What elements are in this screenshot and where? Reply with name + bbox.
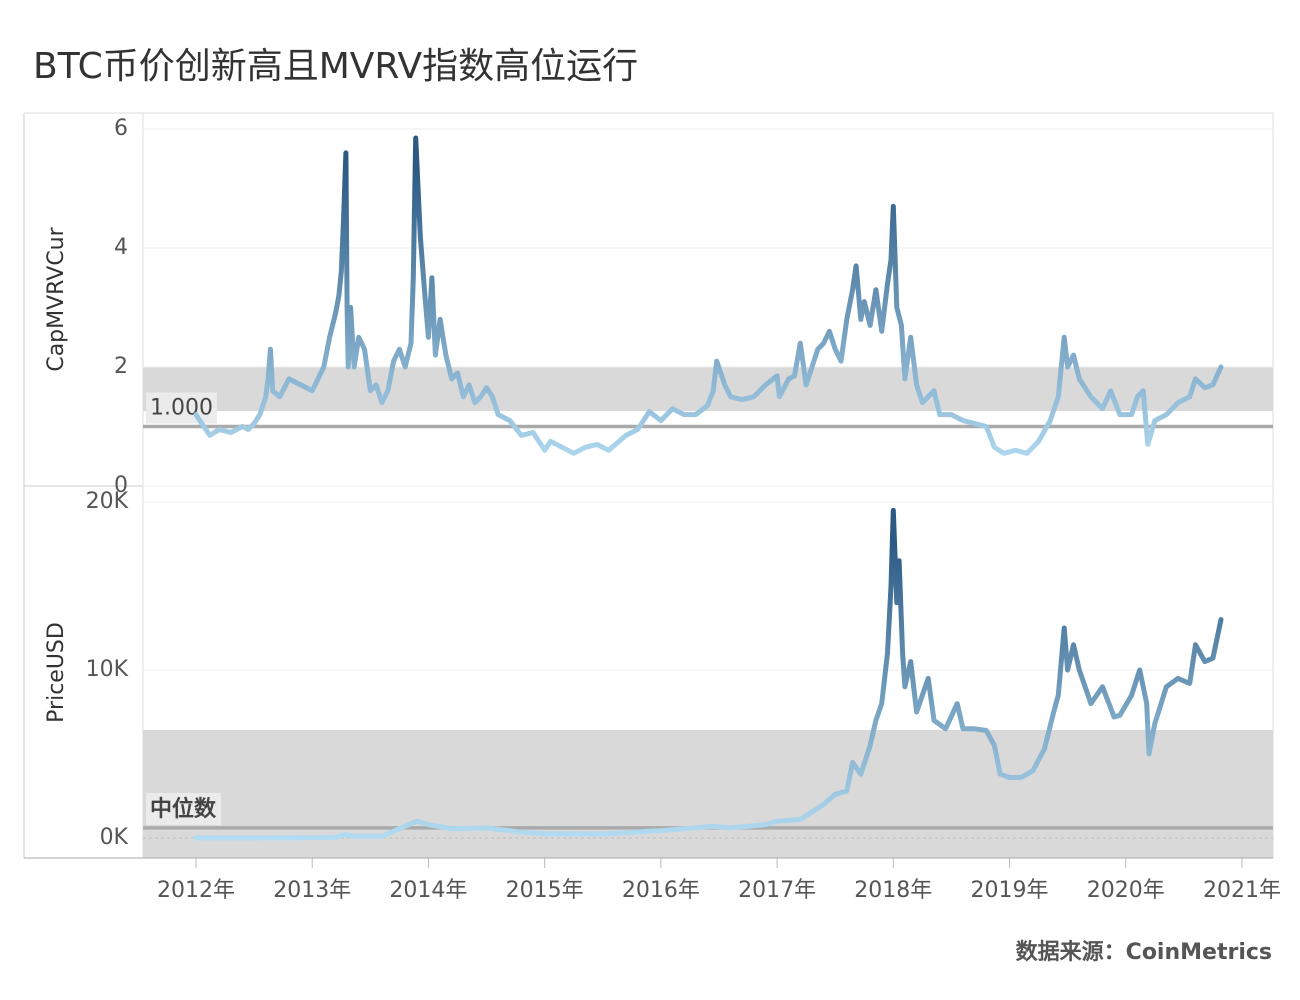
y-tick-label: 6 bbox=[114, 116, 128, 141]
x-tick-label: 2014年 bbox=[389, 878, 467, 903]
y-tick-label: 4 bbox=[114, 235, 128, 260]
series-line bbox=[193, 135, 1224, 456]
x-tick-label: 2019年 bbox=[971, 878, 1049, 903]
y-axis-title: PriceUSD bbox=[44, 622, 69, 723]
reference-label-bg bbox=[146, 392, 217, 424]
x-tick-label: 2018年 bbox=[854, 878, 932, 903]
source: 数据来源：CoinMetrics bbox=[1016, 939, 1272, 965]
y-tick-label: 20K bbox=[86, 489, 129, 514]
x-tick-label: 2017年 bbox=[738, 878, 816, 903]
reference-label: 中位数 bbox=[150, 796, 217, 822]
x-tick-label: 2021年 bbox=[1203, 878, 1281, 903]
x-tick-label: 2016年 bbox=[622, 878, 700, 903]
y-tick-label: 0K bbox=[100, 825, 129, 850]
reference-label: 1.000 bbox=[150, 396, 213, 421]
x-tick-label: 2020年 bbox=[1087, 878, 1165, 903]
x-tick-label: 2012年 bbox=[157, 878, 235, 903]
chart-title: BTC币价创新高且MVRV指数高位运行 bbox=[33, 46, 638, 87]
y-axis-title: CapMVRVCur bbox=[44, 226, 69, 371]
y-tick-label: 10K bbox=[86, 657, 129, 682]
y-tick-label: 0 bbox=[114, 473, 128, 498]
reference-label-bg bbox=[146, 792, 222, 825]
x-tick-label: 2013年 bbox=[273, 878, 351, 903]
series-line bbox=[193, 507, 1224, 841]
y-tick-label: 2 bbox=[114, 354, 128, 379]
x-tick-label: 2015年 bbox=[506, 878, 584, 903]
